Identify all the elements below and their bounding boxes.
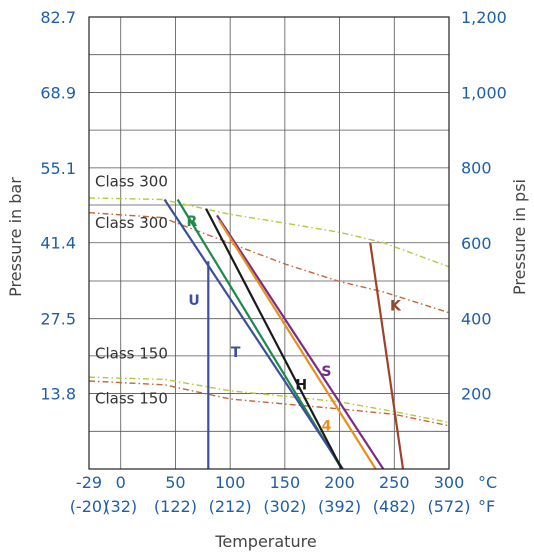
series-label: T: [231, 345, 241, 361]
x-tick-label-fahrenheit: (572): [427, 497, 470, 516]
series-label: H: [295, 378, 307, 394]
x-tick-label-fahrenheit: (122): [154, 497, 197, 516]
material-series: [163, 198, 405, 470]
series-label: K: [390, 298, 402, 314]
x-tick-label-celsius: 50: [165, 473, 185, 492]
y-tick-label-psi: 400: [461, 309, 492, 328]
series-label: R: [186, 214, 197, 230]
series-label: S: [321, 364, 331, 380]
class-curve: [88, 212, 450, 314]
grid: [89, 17, 449, 469]
x-tick-label-celsius: 150: [270, 473, 301, 492]
x-tick-label-fahrenheit: (212): [209, 497, 252, 516]
y-axis-title-left: Pressure in bar: [6, 177, 25, 297]
y-tick-label-bar: 27.5: [40, 310, 76, 329]
series-label: U: [188, 293, 199, 309]
x-tick-label-celsius: 250: [379, 473, 410, 492]
x-tick-label-celsius: 100: [215, 473, 246, 492]
series-line: [205, 208, 343, 470]
y-tick-label-bar: 82.7: [40, 8, 76, 27]
x-tick-label-fahrenheit: (-20): [70, 497, 109, 516]
x-tick-label-fahrenheit: (482): [373, 497, 416, 516]
x-unit-celsius: °C: [478, 473, 497, 492]
series-labels: Class 300 Class 300 Class 150 Class 150 R T HS…: [95, 172, 402, 434]
y-tick-label-bar: 68.9: [40, 83, 76, 102]
y-tick-label-bar: 55.1: [40, 159, 76, 178]
series-line: [216, 214, 385, 470]
x-axis-title: Temperature: [214, 532, 316, 551]
tick-labels: -29 (-20) 0 (32) 50 (122) 100 (212) 150 (302) 200 (…: [40, 8, 506, 516]
y-tick-label-bar: 41.4: [40, 234, 76, 253]
x-tick-label-celsius: 200: [324, 473, 355, 492]
x-tick-label-fahrenheit: (32): [104, 497, 137, 516]
class-label: Class 150: [95, 389, 168, 407]
x-unit-fahrenheit: °F: [478, 497, 495, 516]
x-tick-label-fahrenheit: (302): [263, 497, 306, 516]
class-label: Class 150: [95, 345, 168, 363]
y-tick-label-psi: 1,000: [461, 83, 507, 102]
class-label: Class 300: [95, 214, 168, 232]
x-tick-label-celsius: -29: [76, 473, 102, 492]
y-tick-label-psi: 1,200: [461, 8, 507, 27]
y-tick-label-psi: 800: [461, 159, 492, 178]
class-curves: [88, 197, 450, 427]
y-axis-title-right: Pressure in psi: [510, 179, 529, 295]
class-label: Class 300: [95, 172, 168, 190]
y-tick-label-psi: 600: [461, 234, 492, 253]
series-line: [218, 219, 377, 470]
x-tick-label-celsius: 300: [434, 473, 465, 492]
series-line: [369, 242, 405, 470]
y-tick-label-psi: 200: [461, 385, 492, 404]
x-tick-label-fahrenheit: (392): [318, 497, 361, 516]
plot-frame: [88, 16, 450, 470]
series-line: [163, 198, 344, 470]
class-curve: [88, 197, 450, 268]
y-tick-label-bar: 13.8: [40, 385, 76, 404]
series-label: 4: [322, 419, 332, 435]
x-tick-label-celsius: 0: [116, 473, 126, 492]
